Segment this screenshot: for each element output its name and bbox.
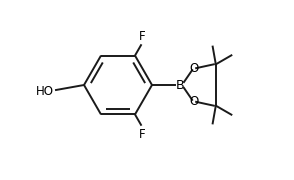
Text: F: F xyxy=(139,30,145,43)
Text: O: O xyxy=(190,62,199,75)
Text: F: F xyxy=(139,128,145,141)
Text: HO: HO xyxy=(36,84,54,98)
Text: B: B xyxy=(176,78,184,91)
Text: O: O xyxy=(190,95,199,108)
